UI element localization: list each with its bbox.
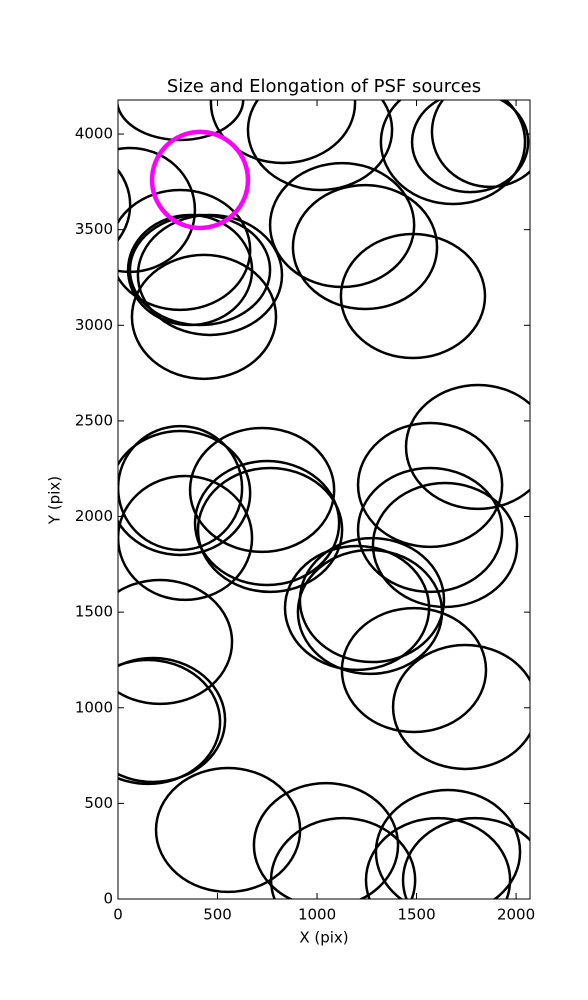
- x-tick-label: 1500: [397, 906, 435, 924]
- psf-ellipse: [283, 544, 431, 672]
- y-tick-label: 2000: [75, 507, 113, 525]
- y-tick-label: 1500: [75, 603, 113, 621]
- y-tick-label: 500: [84, 794, 113, 812]
- psf-ellipse: [356, 421, 504, 549]
- psf-ellipse: [269, 816, 417, 899]
- psf-ellipse: [118, 429, 252, 557]
- psf-ellipse: [149, 129, 251, 231]
- y-tick-label: 0: [103, 890, 113, 908]
- y-tick-label: 3000: [75, 316, 113, 334]
- psf-ellipse: [339, 232, 487, 360]
- psf-ellipse: [246, 100, 394, 192]
- psf-ellipse: [356, 466, 504, 594]
- chart-title: Size and Elongation of PSF sources: [167, 76, 481, 97]
- y-tick-label: 4000: [75, 125, 113, 143]
- psf-ellipse: [130, 253, 278, 381]
- psf-ellipse: [340, 606, 488, 734]
- psf-ellipse: [136, 213, 284, 337]
- psf-ellipse: [410, 100, 530, 194]
- psf-ellipse: [209, 100, 357, 165]
- psf-ellipse: [391, 643, 530, 771]
- y-tick-label: 1000: [75, 698, 113, 716]
- psf-ellipse: [374, 788, 522, 899]
- axes-frame: [117, 99, 531, 900]
- x-axis-label: X (pix): [299, 929, 348, 947]
- psf-ellipse: [118, 100, 245, 142]
- x-tick-label: 0: [113, 906, 123, 924]
- y-tick-label: 3500: [75, 220, 113, 238]
- psf-ellipse: [196, 466, 344, 594]
- y-tick-label: 2500: [75, 411, 113, 429]
- x-tick-label: 500: [203, 906, 232, 924]
- psf-ellipse: [430, 100, 530, 189]
- psf-ellipse: [118, 658, 222, 786]
- psf-ellipse: [291, 183, 439, 311]
- x-tick-label: 1000: [298, 906, 336, 924]
- psf-ellipse: [188, 426, 336, 554]
- y-axis-label: Y (pix): [46, 476, 64, 525]
- psf-ellipse: [401, 816, 530, 899]
- psf-ellipse: [118, 656, 227, 784]
- psf-ellipse: [118, 188, 252, 312]
- psf-ellipse: [252, 781, 400, 899]
- psf-ellipse: [371, 481, 519, 609]
- psf-ellipse: [118, 578, 234, 706]
- psf-ellipse: [379, 100, 527, 206]
- x-tick-label: 2000: [497, 906, 535, 924]
- plot-area: [118, 100, 530, 899]
- psf-ellipse: [404, 383, 530, 511]
- psf-ellipse: [118, 168, 132, 242]
- psf-ellipse: [364, 816, 512, 899]
- psf-ellipse: [193, 459, 341, 587]
